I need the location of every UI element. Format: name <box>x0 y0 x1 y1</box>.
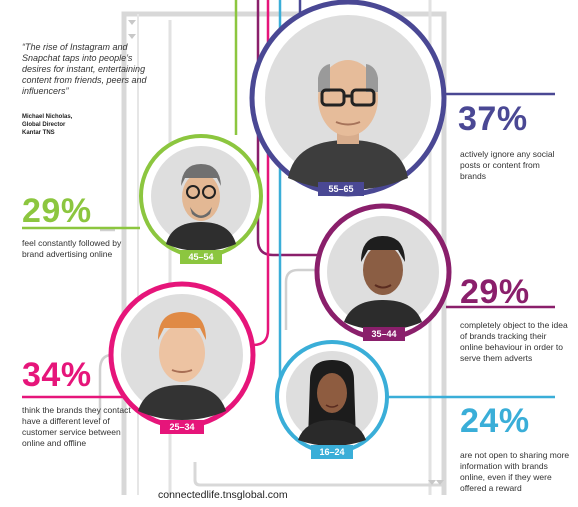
stat-percent-55-65: 37% <box>458 100 528 138</box>
attribution-role: Global Director <box>22 122 66 128</box>
age-tag-25-34: 25–34 <box>169 422 195 432</box>
stat-percent-25-34: 34% <box>22 356 92 394</box>
attribution-name: Michael Nicholas, <box>22 114 73 120</box>
portrait-25-34 <box>108 281 256 429</box>
chevron-down-icon <box>128 20 444 485</box>
attribution-company: Kantar TNS <box>22 130 55 136</box>
age-tag-45-54: 45–54 <box>188 252 214 262</box>
quote-text: “The rise of Instagram and Snapchat taps… <box>22 42 147 96</box>
stat-percent-45-54: 29% <box>22 192 92 230</box>
age-tag-16-24: 16–24 <box>319 447 345 457</box>
portrait-16-24 <box>275 340 389 454</box>
stat-text-16-24: are not open to sharing more information… <box>460 450 570 493</box>
attribution: Michael Nicholas, Global Director Kantar… <box>22 113 132 137</box>
age-tag-35-44: 35–44 <box>371 329 397 339</box>
stat-text-45-54: feel constantly followed by brand advert… <box>22 238 122 259</box>
portrait-55-65 <box>249 0 447 197</box>
age-tag-shapes <box>160 182 405 459</box>
stat-percent-16-24: 24% <box>460 402 530 440</box>
stat-text-55-65: actively ignore any social posts or cont… <box>460 149 555 181</box>
stat-percent-35-44: 29% <box>460 273 530 311</box>
portrait-45-54 <box>139 134 263 258</box>
stat-text-35-44: completely object to the idea of brands … <box>460 320 568 363</box>
stat-text-25-34: think the brands they contact have a dif… <box>22 405 131 448</box>
age-tag-55-65: 55–65 <box>328 184 354 194</box>
footer-url[interactable]: connectedlife.tnsglobal.com <box>158 489 288 501</box>
connector-lines <box>22 92 555 399</box>
portrait-35-44 <box>314 203 452 341</box>
